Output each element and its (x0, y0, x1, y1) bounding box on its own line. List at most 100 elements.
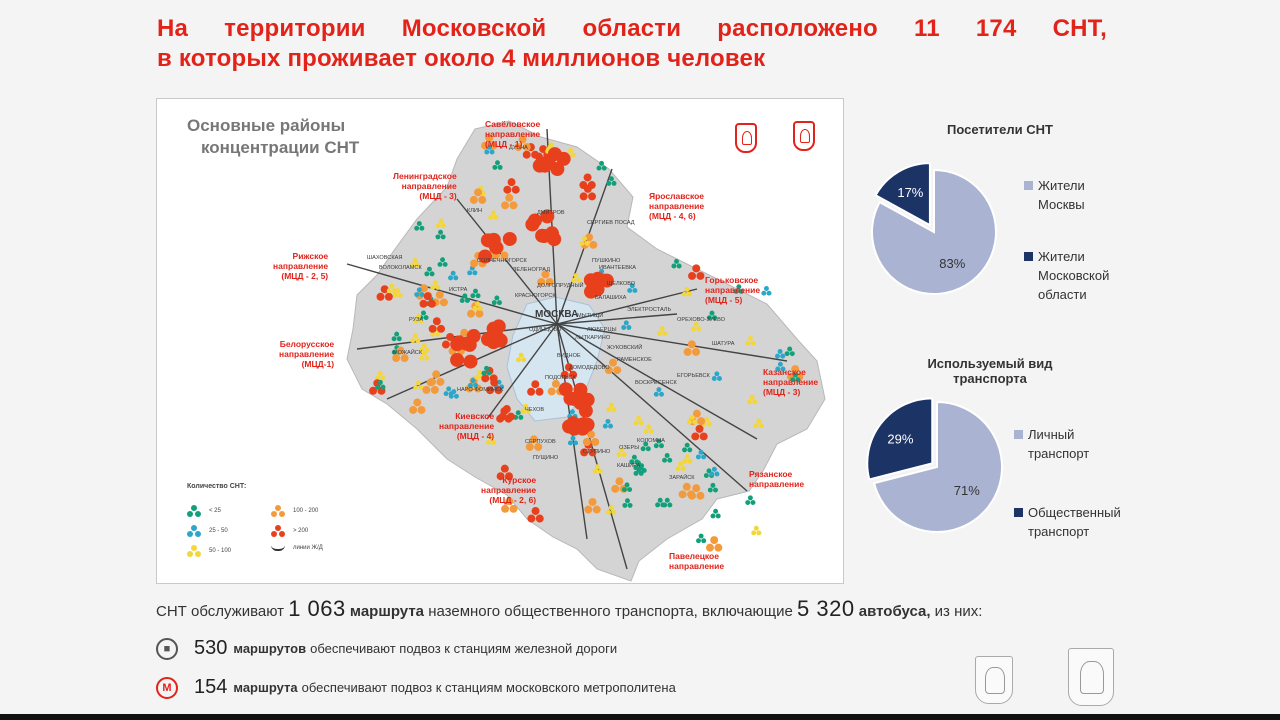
snt-hotspot (532, 147, 571, 177)
snt-cluster (492, 160, 503, 170)
snt-cluster (678, 482, 696, 499)
pie2-legend-item-0: Личный транспорт (1014, 425, 1089, 463)
snt-cluster (443, 386, 454, 397)
snt-cluster (657, 326, 668, 336)
city-label: ПОДОЛЬСК (545, 375, 577, 381)
snt-cluster (448, 270, 459, 281)
pie-label-0: 83% (939, 256, 965, 271)
city-label: ЭЛЕКТРОСТАЛЬ (627, 307, 671, 313)
legend-item-100-200: 100 - 200 (271, 505, 318, 517)
snt-cluster (501, 497, 518, 513)
slide-title: На территории Московской области располо… (157, 14, 1107, 74)
snt-cluster (567, 435, 579, 446)
snt-cluster (655, 497, 666, 508)
visitors-pie-chart: 17% 83% (871, 162, 997, 295)
map-title-line-1: Основные районы (187, 116, 346, 135)
snt-cluster (751, 525, 762, 536)
city-label: РУЗА (409, 317, 423, 323)
snt-cluster (696, 533, 707, 544)
map-panel: ДУБНА КЛИН ДМИТРОВ СЕРГИЕВ ПОСАД СОЛНЕЧНОГОР… (156, 98, 844, 584)
city-label: СЕРПУХОВ (525, 439, 556, 445)
railway-icon (271, 545, 285, 551)
snt-cluster (428, 370, 445, 386)
direction-label-kurskoe: Курское направление (МЦД - 2, 6) (481, 475, 537, 505)
cluster-icon (271, 505, 285, 517)
pie2-legend-item-1: Общественный транспорт (1014, 503, 1121, 541)
city-label: ЗАРАЙСК (669, 473, 695, 481)
snt-cluster (745, 495, 756, 506)
city-label: ЩЕЛКОВО (607, 281, 636, 287)
snt-cluster (606, 505, 617, 515)
snt-cluster (682, 454, 693, 464)
snt-cluster (687, 414, 698, 425)
legend-swatch (1014, 508, 1023, 517)
region-map: ДУБНА КЛИН ДМИТРОВ СЕРГИЕВ ПОСАД СОЛНЕЧНОГОР… (346, 120, 826, 582)
snt-cluster (527, 380, 544, 396)
railway-line (556, 313, 678, 325)
railway-line (346, 263, 558, 325)
snt-hotspot (480, 319, 508, 350)
snt-cluster (375, 370, 386, 381)
legend-item-25-50: 25 - 50 (187, 525, 228, 537)
metro-icon: M (156, 676, 178, 699)
snt-cluster (688, 264, 705, 280)
direction-label-rizhskoe: Рижское направление (МЦД - 2, 5) (273, 251, 329, 281)
snt-cluster (582, 430, 600, 446)
snt-cluster (671, 258, 682, 269)
snt-cluster (790, 372, 801, 383)
snt-cluster (622, 498, 633, 508)
snt-cluster (616, 447, 627, 458)
railway-line (556, 323, 758, 440)
cluster-icon (187, 525, 201, 537)
snt-cluster (710, 508, 721, 519)
footer-rail-routes: ■ 530 маршрутов обеспечивают подвоз к ст… (156, 637, 617, 660)
pie1-legend-item-0: Жители Москвы (1024, 176, 1085, 214)
direction-label-savelovskoe: Савёловское направление (МЦД - 1) (485, 119, 541, 149)
snt-hotspot (450, 329, 481, 369)
snt-cluster (437, 257, 448, 267)
snt-cluster (488, 210, 499, 221)
city-label: КОЛОМНА (637, 438, 665, 444)
snt-cluster (481, 365, 492, 376)
direction-label-gorkovskoe: Горьковское направление (МЦД - 5) (705, 275, 761, 305)
snt-cluster (413, 380, 424, 391)
city-label: ДУБНА (509, 145, 528, 151)
footer-summary: СНТ обслуживают 1 063 маршрута наземного… (156, 596, 983, 621)
snt-cluster (629, 454, 640, 465)
snt-cluster (683, 340, 701, 356)
snt-cluster (501, 193, 518, 210)
snt-cluster (430, 280, 441, 290)
city-label: ШАХОВСКАЯ (367, 255, 402, 261)
snt-cluster (496, 464, 514, 481)
snt-cluster (707, 482, 718, 493)
pie1-legend-item-1: Жители Московской области (1024, 247, 1109, 304)
direction-label-paveletskoe: Павелецкое направление (669, 551, 725, 571)
snt-cluster (435, 218, 447, 229)
snt-cluster (413, 314, 424, 324)
city-label: КЛИН (467, 208, 482, 214)
snt-cluster (753, 418, 764, 429)
snt-cluster (653, 438, 664, 449)
city-label: ЕГОРЬЕВСК (677, 373, 711, 379)
snt-cluster (579, 184, 597, 201)
snt-cluster (484, 144, 495, 155)
direction-label-belorusskoe: Белорусское направление (МЦД-1) (279, 339, 335, 369)
snt-cluster (560, 363, 578, 379)
city-label: ОЗЕРЫ (619, 445, 639, 451)
city-label: ВИДНОЕ (557, 353, 581, 359)
cluster-icon (271, 525, 285, 537)
snt-cluster (537, 270, 554, 286)
city-label: КРАСНОГОРСК (515, 293, 556, 299)
oblast-emblem-icon (1068, 648, 1114, 706)
legend-swatch (1024, 252, 1033, 261)
city-label: ПУЩИНО (533, 455, 559, 461)
snt-cluster (596, 160, 607, 171)
snt-cluster (775, 348, 786, 359)
bottom-bar (0, 714, 1280, 720)
snt-cluster (604, 358, 622, 375)
snt-hotspot (478, 231, 517, 264)
oblast-crest-icon (793, 121, 815, 151)
snt-cluster (761, 286, 772, 296)
city-label: МЫТИЩИ (577, 313, 603, 319)
snt-cluster (419, 351, 430, 361)
